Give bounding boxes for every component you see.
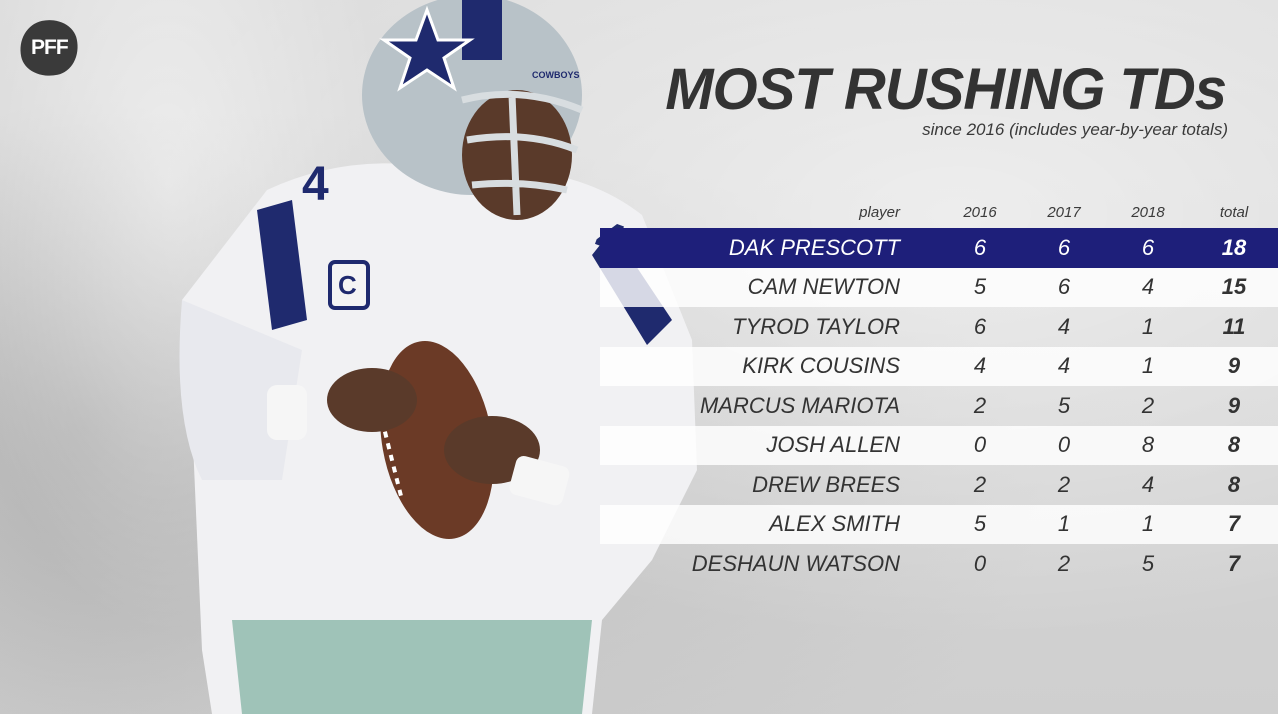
player-name: ALEX SMITH	[769, 511, 900, 537]
rushing-td-table: player 2016 2017 2018 total DAK PRESCOTT…	[600, 196, 1278, 584]
value-2016: 5	[973, 274, 987, 300]
value-total: 11	[1222, 313, 1246, 339]
chart-subtitle: since 2016 (includes year-by-year totals…	[922, 120, 1228, 139]
pants	[232, 620, 592, 714]
value-total: 8	[1227, 432, 1241, 458]
helmet-text: COWBOYS	[532, 70, 580, 80]
value-2016: 2	[973, 471, 987, 497]
header-total: total	[1219, 203, 1249, 221]
player-name: JOSH ALLEN	[766, 432, 900, 458]
table-row: DREW BREES 2 2 4 8	[600, 465, 1278, 505]
player-name: CAM NEWTON	[747, 274, 900, 300]
value-2018: 6	[1141, 234, 1155, 260]
value-2016: 5	[973, 511, 987, 537]
facemask	[461, 90, 584, 216]
value-2017: 4	[1057, 353, 1071, 379]
jersey-number-shoulder-left: 4	[302, 158, 329, 211]
value-2018: 5	[1141, 550, 1155, 576]
table-row: DESHAUN WATSON 0 2 5 7	[600, 544, 1278, 584]
value-2017: 5	[1057, 392, 1071, 418]
value-2017: 4	[1057, 313, 1071, 339]
value-2016: 6	[973, 234, 987, 260]
value-2017: 2	[1057, 471, 1071, 497]
helmet-star	[379, 5, 475, 92]
value-2018: 8	[1141, 432, 1155, 458]
wrist-tape	[509, 456, 570, 506]
value-2016: 4	[973, 353, 987, 379]
helmet-stripe	[462, 0, 502, 60]
value-2018: 1	[1141, 313, 1155, 339]
value-2018: 4	[1141, 274, 1155, 300]
header-2016: 2016	[963, 203, 997, 221]
wristband	[267, 385, 307, 440]
value-2016: 6	[973, 313, 987, 339]
table-row: JOSH ALLEN 0 0 8 8	[600, 425, 1278, 465]
player-name: MARCUS MARIOTA	[699, 392, 900, 418]
pff-logo-text: PFF	[30, 36, 68, 60]
value-2018: 2	[1141, 392, 1155, 418]
table-row: CAM NEWTON 5 6 4 15	[600, 267, 1278, 307]
header-2018: 2018	[1131, 203, 1165, 221]
header-2017: 2017	[1047, 203, 1081, 221]
table-row: ALEX SMITH 5 1 1 7	[600, 504, 1278, 544]
captain-patch	[328, 260, 370, 310]
value-2017: 6	[1057, 274, 1071, 300]
chart-title: MOST RUSHING TDs	[665, 57, 1227, 122]
value-2017: 6	[1057, 234, 1071, 260]
hand-left	[327, 368, 417, 432]
captain-patch-letter: C	[338, 270, 357, 300]
value-2017: 2	[1057, 550, 1071, 576]
table-header: player 2016 2017 2018 total	[600, 196, 1278, 228]
value-2016: 2	[973, 392, 987, 418]
value-2018: 1	[1141, 511, 1155, 537]
value-2016: 0	[973, 550, 987, 576]
value-total: 15	[1221, 274, 1247, 300]
player-name: TYROD TAYLOR	[732, 313, 900, 339]
football-laces	[380, 419, 404, 501]
value-2018: 1	[1141, 353, 1155, 379]
player-name: DESHAUN WATSON	[691, 550, 900, 576]
value-total: 7	[1227, 511, 1241, 537]
value-2017: 1	[1057, 511, 1071, 537]
value-total: 8	[1227, 471, 1241, 497]
value-2017: 0	[1057, 432, 1071, 458]
player-name: KIRK COUSINS	[742, 353, 900, 379]
value-total: 9	[1227, 392, 1241, 418]
value-total: 9	[1227, 353, 1241, 379]
header-player: player	[859, 203, 900, 221]
player-name: DAK PRESCOTT	[728, 234, 900, 260]
table-row-highlighted: DAK PRESCOTT 6 6 6 18	[600, 228, 1278, 268]
sleeve-stripe-left	[257, 200, 307, 330]
player-photo: COWBOYS 4 4 C	[179, 0, 697, 714]
player-name: DREW BREES	[752, 471, 900, 497]
value-2018: 4	[1141, 471, 1155, 497]
table-row: MARCUS MARIOTA 2 5 2 9	[600, 386, 1278, 426]
table-row: TYROD TAYLOR 6 4 1 11	[600, 307, 1278, 347]
value-total: 18	[1221, 234, 1247, 260]
table-row: KIRK COUSINS 4 4 1 9	[600, 346, 1278, 386]
value-total: 7	[1227, 550, 1241, 576]
value-2016: 0	[973, 432, 987, 458]
